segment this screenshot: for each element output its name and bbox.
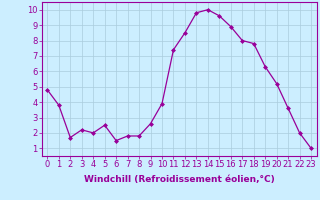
X-axis label: Windchill (Refroidissement éolien,°C): Windchill (Refroidissement éolien,°C)	[84, 175, 275, 184]
